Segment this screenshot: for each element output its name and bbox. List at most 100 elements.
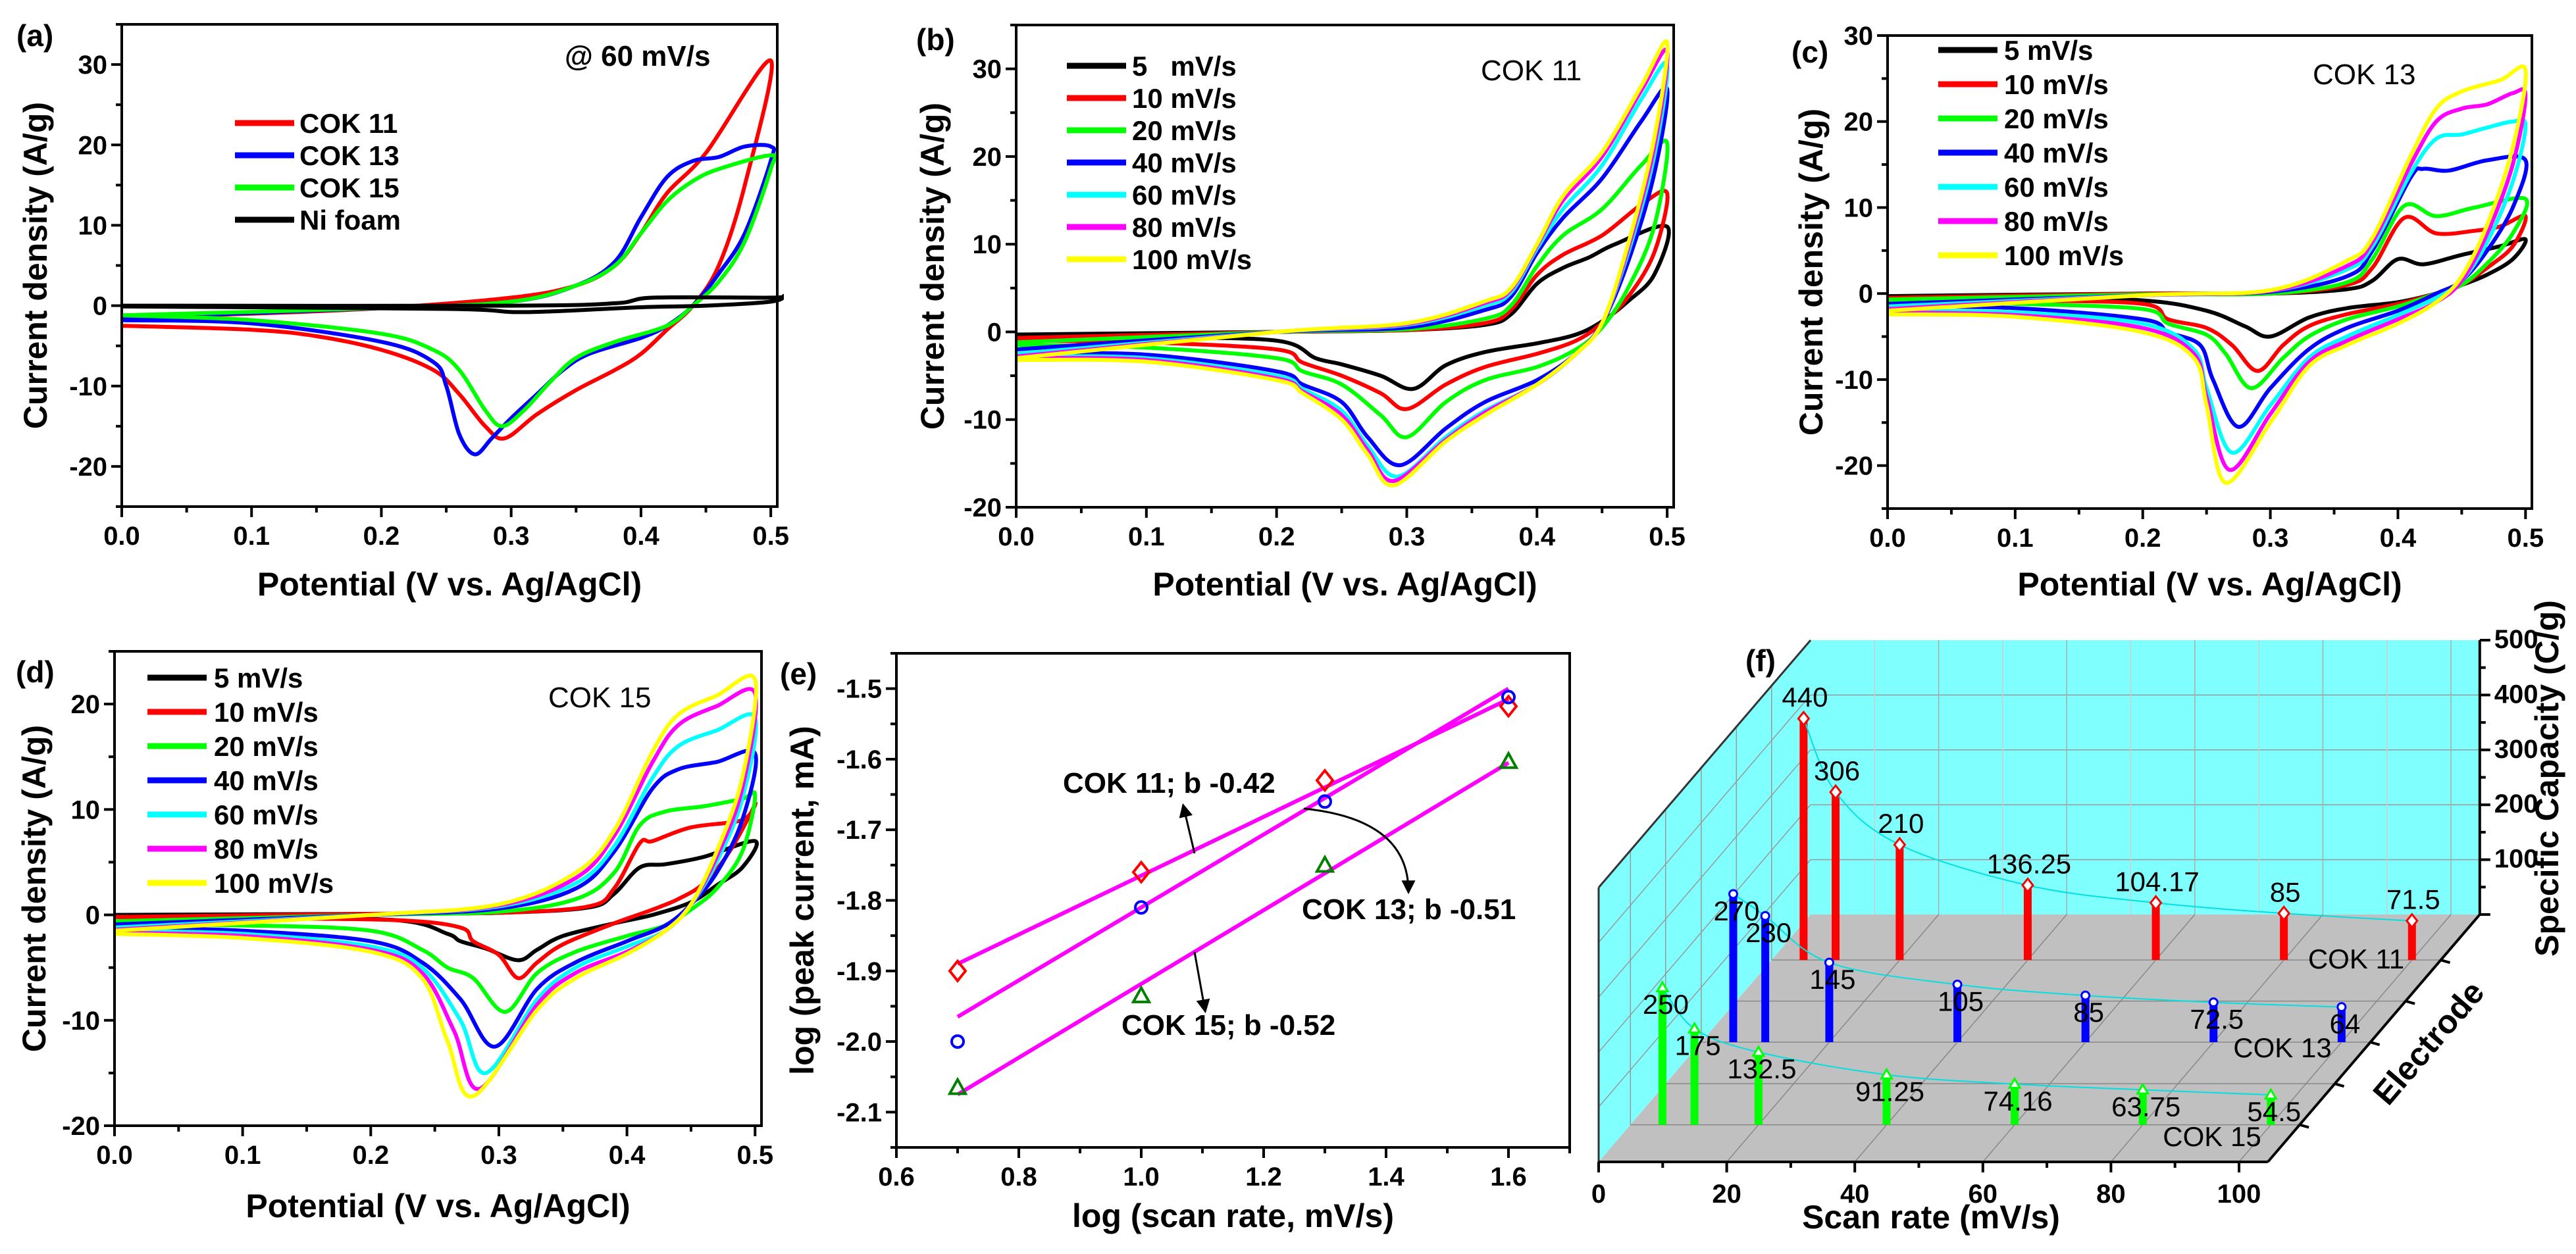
panel-d: [104, 650, 763, 1136]
panel-e: [886, 652, 1571, 1158]
x-tick-label: 0.4: [2380, 524, 2417, 553]
value-label: 440: [1782, 682, 1828, 713]
panel-label: (d): [16, 655, 55, 689]
value-label: 105: [1938, 986, 1984, 1016]
data-point-circle: [1318, 794, 1332, 809]
value-label: 72.5: [2190, 1004, 2244, 1035]
bar-marker-triangle: [2007, 1076, 2022, 1089]
legend-label: 40 mV/s: [2004, 138, 2109, 168]
value-label: 63.75: [2111, 1091, 2180, 1122]
value-label: 132.5: [1727, 1053, 1796, 1084]
series-label: COK 15: [2163, 1121, 2261, 1152]
data-point-diamond: [1131, 860, 1151, 884]
x-tick-label: 0.3: [1389, 522, 1426, 551]
z-tick-label: 100: [2494, 845, 2538, 874]
bar-marker-triangle: [1879, 1067, 1894, 1080]
y-axis-label: log (peak current, mA): [784, 726, 821, 1075]
bar-marker-circle: [2208, 997, 2219, 1008]
panel-f: [1597, 639, 2490, 1172]
cv-curve-3: [122, 153, 778, 428]
legend-label: 60 mV/s: [1132, 180, 1237, 211]
y-tick-label: 20: [973, 143, 1002, 172]
arrow: [1303, 807, 1416, 895]
x-tick-label: 0.0: [1869, 524, 1906, 553]
value-label: 54.5: [2247, 1096, 2301, 1127]
panel-label: (e): [780, 657, 817, 691]
bar-marker-triangle: [1687, 1021, 1702, 1034]
x-axis-label: Potential (V vs. Ag/AgCl): [2017, 566, 2402, 603]
value-label: 91.25: [1855, 1076, 1924, 1107]
x-tick-label: 0.4: [609, 1141, 646, 1170]
gridline: [1598, 749, 1811, 998]
x-tick-label: 0.2: [2125, 524, 2161, 553]
electrode-tick: [2440, 959, 2451, 965]
cv-curve-7: [115, 673, 758, 1099]
cv-curve-3: [1888, 195, 2529, 390]
edge: [1597, 640, 1812, 888]
electrode-tick: [2405, 999, 2415, 1005]
gridline: [1598, 804, 1811, 1053]
data-point-circle: [1501, 690, 1516, 705]
electrode-tick: [2370, 1041, 2381, 1046]
bar-marker-circle: [2336, 1002, 2347, 1013]
fit-line: [956, 687, 1510, 1019]
series-label: COK 13: [2233, 1032, 2331, 1063]
y-tick-label: 0: [86, 901, 100, 930]
data-point-diamond: [1499, 694, 1518, 718]
cv-curve-4: [1016, 85, 1670, 468]
x-tick-label: 0.2: [353, 1141, 390, 1170]
arrow: [1179, 803, 1196, 854]
bar-marker-triangle: [2136, 1082, 2150, 1095]
z-tick-label: 300: [2494, 735, 2538, 764]
value-label: 210: [1878, 808, 1924, 839]
y-tick-label: 0: [93, 292, 107, 321]
bar-marker-triangle: [1655, 980, 1670, 993]
bar-marker-diamond: [2405, 913, 2419, 929]
electrode-tick: [2299, 1123, 2309, 1129]
cv-curve-3: [1016, 138, 1670, 439]
value-label: 250: [1643, 989, 1689, 1020]
bar-marker-diamond: [1829, 784, 1842, 801]
plot-frame: [1015, 24, 1675, 509]
x-axis-label: Potential (V vs. Ag/AgCl): [245, 1188, 630, 1224]
x-tick-label: 0.4: [1518, 522, 1555, 551]
bar-marker-diamond: [2277, 905, 2291, 922]
x-tick-label: 0: [1591, 1180, 1606, 1209]
y-tick-label: -20: [62, 1112, 100, 1141]
x-tick-label: 60: [1969, 1180, 1998, 1209]
x-axis-label: Potential (V vs. Ag/AgCl): [1152, 566, 1537, 603]
legend-label: 20 mV/s: [2004, 103, 2109, 134]
gridline: [1598, 859, 1811, 1108]
x-tick-label: 1.6: [1490, 1163, 1527, 1191]
x-tick-label: 0.3: [480, 1141, 517, 1170]
legend-label: 60 mV/s: [214, 799, 319, 830]
y-tick-label: 0: [987, 318, 1002, 347]
y-axis-label: Current density (A/g): [914, 103, 951, 430]
y-tick-label: 20: [71, 690, 101, 719]
y-tick-label: -2.1: [837, 1098, 882, 1127]
fit-line: [956, 761, 1510, 1097]
y-tick-label: -1.6: [837, 745, 882, 774]
y-tick-label: 30: [78, 51, 108, 80]
electrode-tick: [2334, 1082, 2345, 1088]
x-tick-label: 0.0: [96, 1141, 133, 1170]
cv-curve-4: [115, 748, 758, 1049]
x-tick-label: 1.4: [1368, 1163, 1404, 1191]
value-label: 85: [2073, 997, 2104, 1028]
y-tick-label: -10: [1835, 366, 1873, 395]
data-point-diamond: [948, 959, 967, 983]
legend-label: 10 mV/s: [2004, 69, 2109, 100]
legend-label: 10 mV/s: [214, 697, 319, 728]
slope-annotation: COK 11; b -0.42: [1063, 767, 1275, 799]
x-tick-label: 0.1: [1997, 524, 2034, 553]
plot-frame: [113, 650, 763, 1127]
legend-label: COK 15: [299, 172, 399, 203]
x-tick-label: 1.0: [1123, 1163, 1160, 1191]
y-tick-label: 0: [1859, 280, 1873, 309]
value-label: 175: [1675, 1030, 1721, 1061]
x-tick-label: 0.5: [736, 1141, 773, 1170]
z-tick-label: 400: [2494, 680, 2538, 709]
data-point-triangle: [1498, 751, 1519, 769]
electrode-axis-line: [2267, 913, 2481, 1163]
